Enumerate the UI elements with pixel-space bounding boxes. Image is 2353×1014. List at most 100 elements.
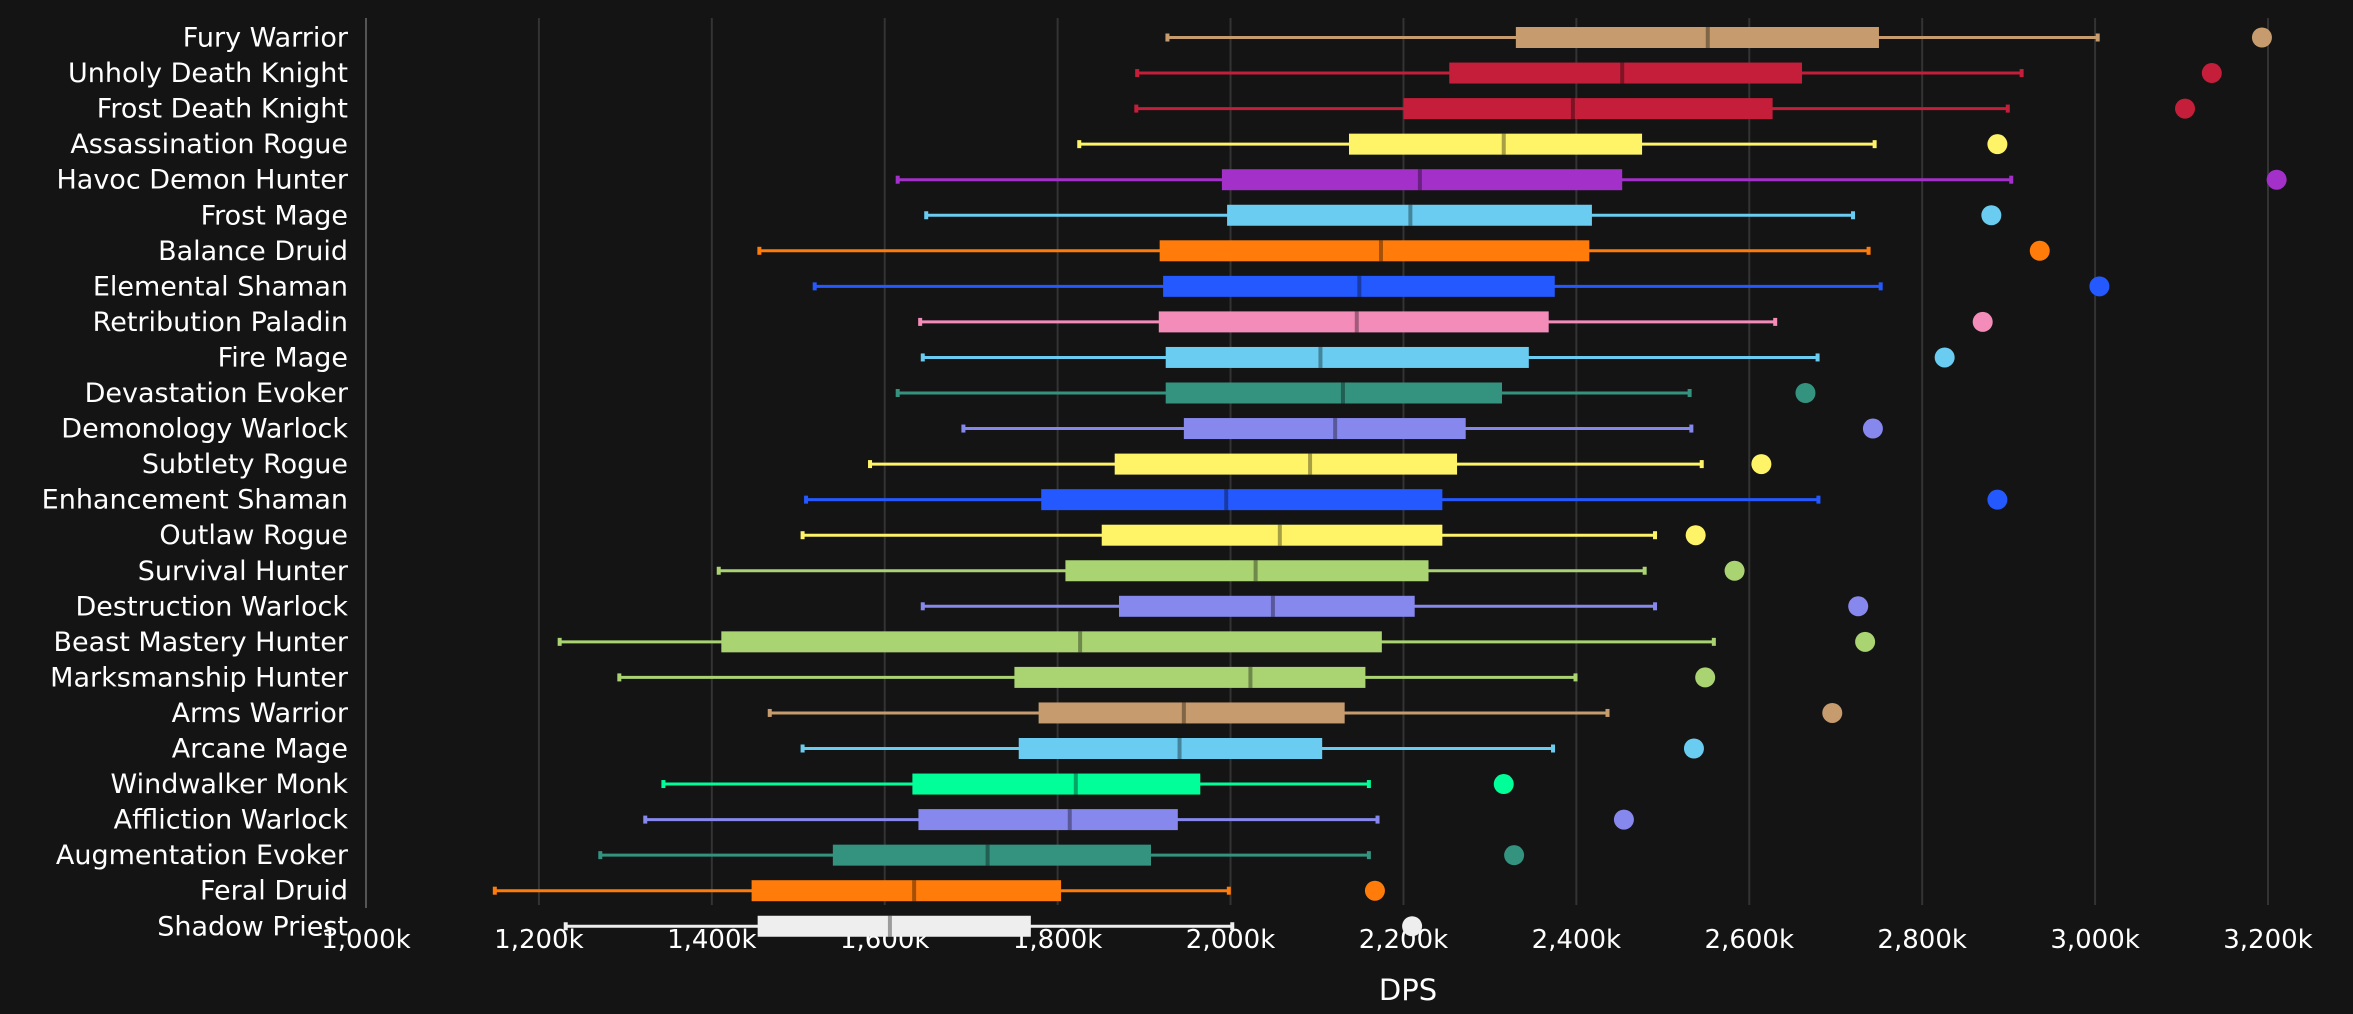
box-iqr [1403, 98, 1773, 120]
box-row: Shadow Priest [157, 911, 1423, 942]
box-iqr [721, 631, 1382, 653]
box-row: Arcane Mage [172, 734, 1704, 765]
x-axis-ticks: 1,000k 1,200k 1,400k 1,600k 1,800k 2,000k 2,20… [321, 925, 2313, 955]
category-label: Retribution Paladin [93, 307, 348, 338]
category-label: Arcane Mage [172, 734, 348, 765]
category-label: Frost Mage [201, 200, 348, 231]
box-iqr [1158, 311, 1549, 333]
box-row: Subtlety Rogue [142, 449, 1772, 480]
box-iqr [1348, 133, 1643, 155]
point-marker [2029, 240, 2050, 261]
point-marker [1862, 418, 1883, 439]
box-iqr [1038, 702, 1345, 724]
point-marker [1683, 738, 1704, 759]
box-row: Affliction Warlock [114, 805, 1634, 836]
box-iqr [1101, 524, 1443, 546]
box-row: Fury Warrior [183, 23, 2272, 54]
category-label: Beast Mastery Hunter [53, 627, 348, 658]
category-label: Destruction Warlock [75, 591, 348, 622]
x-tick-label: 1,000k [321, 925, 411, 955]
point-marker [1981, 205, 2002, 226]
box-row: Balance Druid [158, 236, 2050, 267]
category-label: Fury Warrior [183, 23, 349, 54]
box-row: Frost Mage [201, 200, 2002, 231]
x-tick-label: 2,600k [1705, 925, 1795, 955]
box-iqr [1515, 27, 1879, 48]
box-row: Marksmanship Hunter [50, 662, 1716, 693]
category-label: Assassination Rogue [70, 129, 348, 160]
box-iqr [1183, 418, 1466, 440]
box-row: Windwalker Monk [110, 769, 1514, 800]
box-iqr [912, 773, 1201, 795]
box-row: Survival Hunter [138, 556, 1745, 587]
category-label: Fire Mage [218, 342, 348, 373]
box-rows: Fury Warrior Unholy Death Knight Frost Dea… [42, 23, 2287, 942]
box-row: Elemental Shaman [93, 271, 2110, 302]
category-label: Survival Hunter [138, 556, 349, 587]
x-axis-label: DPS [1379, 973, 1437, 1007]
category-label: Devastation Evoker [85, 378, 349, 409]
point-marker [1402, 916, 1423, 937]
box-row: Demonology Warlock [61, 414, 1883, 445]
box-iqr [1165, 382, 1503, 404]
x-tick-label: 2,400k [1532, 925, 1622, 955]
point-marker [1987, 489, 2008, 510]
point-marker [1695, 667, 1716, 688]
point-marker [1493, 774, 1514, 795]
category-label: Havoc Demon Hunter [56, 165, 348, 196]
x-tick-label: 3,200k [2223, 925, 2313, 955]
point-marker [1751, 454, 1772, 475]
category-label: Subtlety Rogue [142, 449, 348, 480]
box-row: Arms Warrior [172, 698, 1843, 729]
category-label: Elemental Shaman [93, 271, 348, 302]
point-marker [2175, 98, 2196, 119]
box-row: Havoc Demon Hunter [56, 165, 2287, 196]
category-label: Unholy Death Knight [68, 58, 348, 89]
box-iqr [1163, 275, 1555, 297]
box-row: Retribution Paladin [93, 307, 1993, 338]
category-label: Marksmanship Hunter [50, 662, 349, 693]
category-label: Windwalker Monk [110, 769, 348, 800]
point-marker [1855, 631, 1876, 652]
category-label: Shadow Priest [157, 911, 348, 942]
x-tick-label: 3,000k [2050, 925, 2140, 955]
category-label: Frost Death Knight [97, 94, 348, 125]
box-row: Augmentation Evoker [56, 840, 1525, 871]
box-iqr [918, 809, 1178, 831]
box-iqr [751, 880, 1062, 902]
point-marker [1934, 347, 1955, 368]
box-iqr [1018, 738, 1323, 759]
box-iqr [1041, 489, 1443, 511]
category-label: Demonology Warlock [61, 414, 348, 445]
point-marker [2089, 276, 2110, 297]
category-label: Feral Druid [200, 876, 348, 907]
box-iqr [1119, 595, 1415, 617]
category-label: Augmentation Evoker [56, 840, 349, 871]
point-marker [1822, 702, 1843, 723]
point-marker [1685, 525, 1706, 546]
box-iqr [1165, 346, 1529, 368]
category-label: Outlaw Rogue [159, 520, 348, 551]
box-row: Feral Druid [200, 876, 1385, 907]
box-row: Outlaw Rogue [159, 520, 1706, 551]
box-iqr [1449, 62, 1803, 84]
box-row: Destruction Warlock [75, 591, 1869, 622]
point-marker [1972, 311, 1993, 332]
category-label: Affliction Warlock [114, 805, 349, 836]
point-marker [1504, 845, 1525, 866]
box-row: Beast Mastery Hunter [53, 627, 1876, 658]
category-label: Enhancement Shaman [42, 485, 348, 516]
point-marker [1987, 134, 2008, 155]
x-tick-label: 1,400k [667, 925, 757, 955]
x-tick-label: 1,200k [494, 925, 584, 955]
box-row: Fire Mage [218, 342, 1955, 373]
box-row: Frost Death Knight [97, 94, 2196, 125]
box-row: Enhancement Shaman [42, 485, 2008, 516]
point-marker [1795, 383, 1816, 403]
box-iqr [1065, 560, 1429, 582]
box-iqr [1227, 204, 1592, 226]
point-marker [1724, 560, 1745, 581]
box-iqr [1114, 453, 1458, 475]
category-label: Arms Warrior [172, 698, 349, 729]
